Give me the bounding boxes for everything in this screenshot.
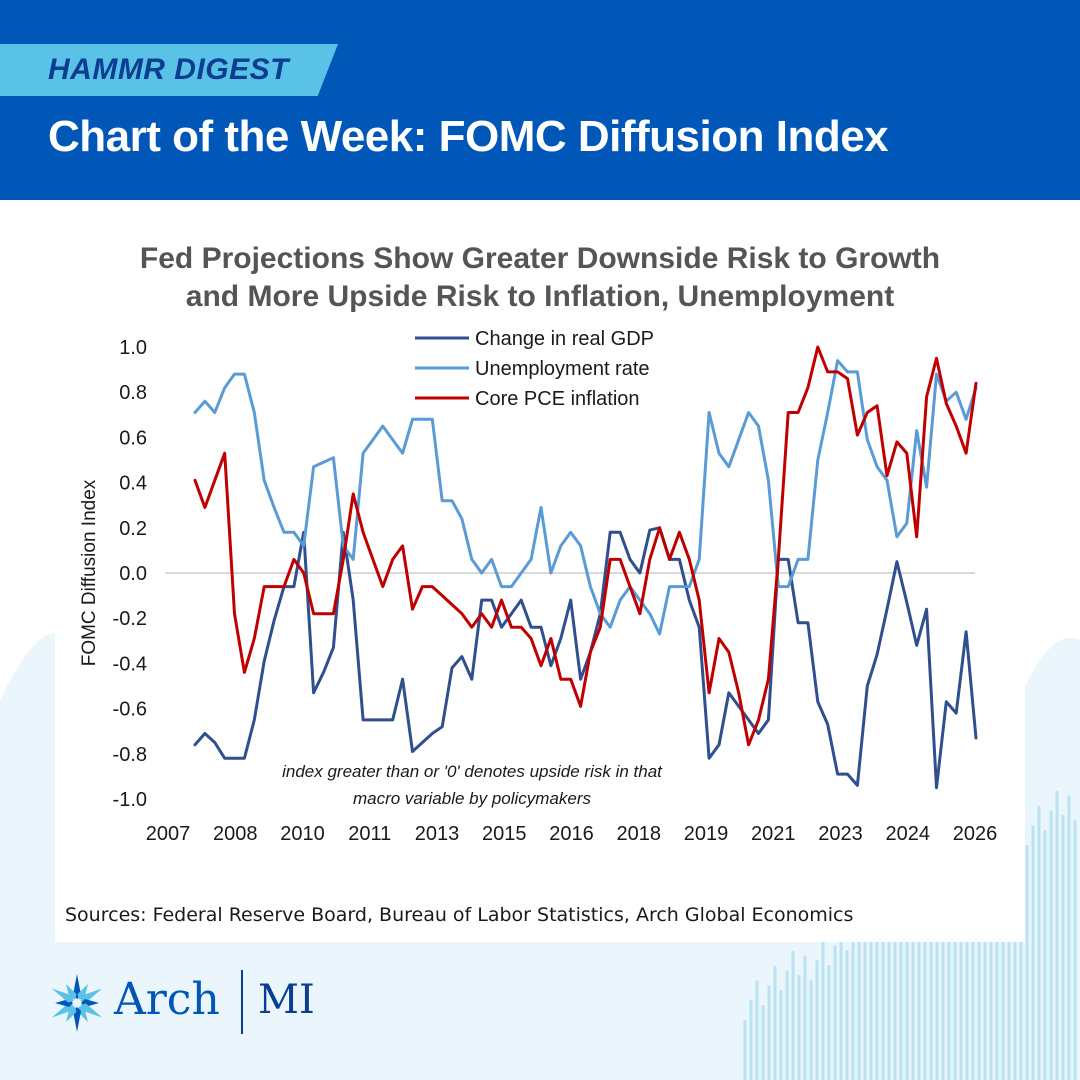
annotation-line-2: macro variable by policymakers — [353, 789, 592, 808]
x-tick-label: 2026 — [953, 823, 998, 845]
y-tick-label: 0.2 — [119, 518, 147, 540]
logo-arch-text: Arch — [114, 974, 220, 1025]
x-tick-label: 2021 — [751, 823, 796, 845]
y-tick-label: 0.4 — [119, 473, 147, 495]
series-lines — [193, 345, 978, 790]
y-tick-label: -0.8 — [113, 744, 147, 766]
x-tick-label: 2013 — [415, 823, 460, 845]
line-chart: Fed Projections Show Greater Downside Ri… — [79, 242, 998, 845]
y-tick-label: 1.0 — [119, 337, 147, 359]
arch-star-icon — [51, 974, 103, 1032]
legend-label: Change in real GDP — [475, 328, 654, 350]
x-tick-label: 2010 — [280, 823, 325, 845]
x-tick-label: 2007 — [146, 823, 191, 845]
x-tick-label: 2019 — [684, 823, 729, 845]
x-axis-ticks: 2007 2008 2010 2011 2013 2015 2016 2018 2019 2021… — [146, 823, 998, 845]
y-axis-ticks: 1.0 0.8 0.6 0.4 0.2 0.0 -0.2 -0.4 -0.6 -0.8 -1.0 — [113, 337, 147, 811]
x-tick-label: 2011 — [348, 823, 391, 845]
chart-title-line-2: and More Upside Risk to Inflation, Unemp… — [186, 280, 894, 313]
x-tick-label: 2023 — [818, 823, 863, 845]
series-line-change-in-real-gdp — [193, 526, 978, 790]
y-tick-label: 0.8 — [119, 382, 147, 404]
chart-card: Fed Projections Show Greater Downside Ri… — [55, 224, 1025, 942]
chart-title-line-1: Fed Projections Show Greater Downside Ri… — [140, 242, 940, 275]
logo-mi-text: MI — [258, 977, 315, 1023]
source-note: Sources: Federal Reserve Board, Bureau o… — [65, 904, 854, 926]
arch-mi-logo: Arch MI — [46, 966, 386, 1038]
series-line-core-pce-inflation — [193, 345, 978, 747]
legend-label: Core PCE inflation — [475, 388, 640, 410]
annotation-line-1: index greater than or '0' denotes upside… — [282, 762, 663, 781]
x-tick-label: 2015 — [482, 823, 527, 845]
x-tick-label: 2024 — [886, 823, 931, 845]
x-tick-label: 2016 — [549, 823, 594, 845]
y-tick-label: -0.2 — [113, 608, 147, 630]
y-tick-label: 0.0 — [119, 563, 147, 585]
y-axis-label: FOMC Diffusion Index — [79, 479, 100, 666]
logo-divider — [241, 970, 243, 1034]
y-tick-label: -0.4 — [113, 653, 147, 675]
header-banner: HAMMR DIGEST Chart of the Week: FOMC Dif… — [0, 0, 1080, 200]
legend: Change in real GDP Unemployment rate Core … — [415, 328, 654, 410]
digest-tag-label: HAMMR DIGEST — [48, 53, 289, 86]
x-tick-label: 2018 — [617, 823, 662, 845]
digest-tag: HAMMR DIGEST — [0, 44, 338, 96]
series-line-unemployment-rate — [193, 359, 978, 636]
y-tick-label: -0.6 — [113, 699, 147, 721]
page-title: Chart of the Week: FOMC Diffusion Index — [48, 112, 889, 161]
y-tick-label: -1.0 — [113, 789, 147, 811]
legend-label: Unemployment rate — [475, 358, 650, 380]
y-tick-label: 0.6 — [119, 427, 147, 449]
x-tick-label: 2008 — [213, 823, 258, 845]
